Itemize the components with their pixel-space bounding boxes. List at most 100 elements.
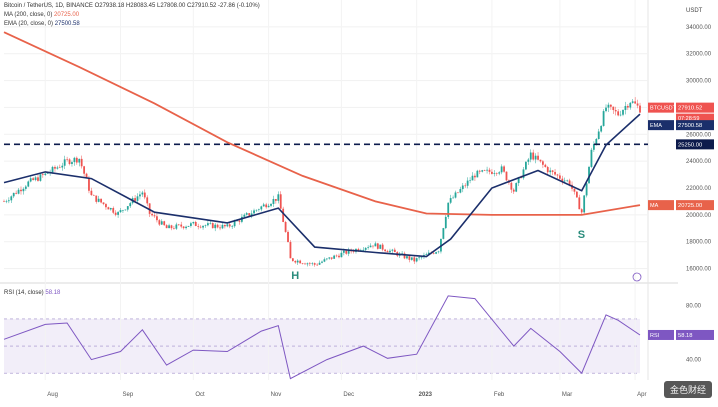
candle-body <box>97 198 100 202</box>
candle-body <box>386 251 389 253</box>
candle-body <box>342 250 345 253</box>
candle-body <box>117 212 119 215</box>
candle-body <box>612 106 615 111</box>
candle-body <box>15 192 18 194</box>
candle-body <box>573 188 576 192</box>
candle-body <box>459 189 462 193</box>
candle-body <box>614 110 617 112</box>
candle-body <box>568 180 571 185</box>
ema-value-box <box>676 120 714 131</box>
candle-body <box>478 170 481 172</box>
candle-body <box>185 226 187 229</box>
candle-body <box>270 203 272 206</box>
y-tick-label: 26000.00 <box>686 132 712 138</box>
candle-body <box>233 221 236 227</box>
candle-body <box>296 260 299 263</box>
candle-body <box>143 192 146 198</box>
ohlc-values: O27938.18 H28083.45 L27808.00 C27910.52 … <box>94 3 260 9</box>
candle-body <box>272 199 275 204</box>
chart-legend-title: Bitcoin / TetherUS, 1D, BINANCE O27938.1… <box>4 3 260 9</box>
ma-tag <box>648 200 674 211</box>
ema-legend-label: EMA (20, close, 0) <box>4 21 54 27</box>
candle-body <box>105 204 107 208</box>
candle-body <box>294 260 297 263</box>
candle-body <box>291 258 294 261</box>
y-tick-label: 30000.00 <box>686 79 712 85</box>
candle-body <box>274 199 277 201</box>
y-tick-label: 18000.00 <box>686 240 712 246</box>
candle-body <box>287 231 289 243</box>
candle-body <box>486 169 488 171</box>
candle-body <box>432 253 435 254</box>
candle-body <box>588 166 590 184</box>
candle-body <box>452 197 454 199</box>
candle-body <box>73 157 76 163</box>
candle-body <box>56 167 59 169</box>
candle-body <box>20 189 22 192</box>
candle-body <box>277 194 280 201</box>
candle-body <box>532 152 535 160</box>
candle-body <box>124 209 127 211</box>
candle-body <box>364 247 367 250</box>
candle-body <box>546 167 549 173</box>
ma-legend: MA (200, close, 0) 20725.00 <box>4 12 79 18</box>
candle-body <box>173 228 175 229</box>
candle-body <box>410 257 413 260</box>
ema-tag <box>648 120 674 131</box>
candle-body <box>34 177 37 181</box>
y-tick-label: 24000.00 <box>686 159 712 165</box>
candle-body <box>444 216 447 229</box>
candle-body <box>495 173 498 174</box>
candle-body <box>5 201 8 202</box>
rsi-value-box <box>676 329 714 340</box>
candle-body <box>136 196 139 201</box>
x-tick-label: 2023 <box>419 392 433 398</box>
candle-body <box>534 155 537 160</box>
alert-icon <box>632 272 642 282</box>
candle-body <box>85 173 88 179</box>
candle-body <box>7 200 10 202</box>
candle-body <box>505 171 508 181</box>
candle-body <box>389 250 391 253</box>
x-tick-label: Dec <box>343 392 354 398</box>
candle-body <box>158 220 161 225</box>
candle-body <box>449 198 452 203</box>
candle-body <box>362 249 365 251</box>
candle-body <box>214 224 217 229</box>
candle-body <box>148 203 151 214</box>
candle-body <box>163 221 166 226</box>
candle-body <box>146 197 149 204</box>
y-tick-label: 22000.00 <box>686 186 712 192</box>
candle-body <box>529 152 532 160</box>
candle-body <box>12 192 15 197</box>
y-tick-label: 16000.00 <box>686 267 712 273</box>
candle-body <box>605 107 607 112</box>
candle-body <box>221 224 224 229</box>
candle-body <box>54 166 56 169</box>
candle-body <box>403 253 406 259</box>
candle-body <box>527 159 530 162</box>
candle-body <box>207 223 209 226</box>
candle-body <box>461 185 464 190</box>
candle-body <box>141 192 144 195</box>
rsi-tick-label: 40.00 <box>686 358 702 364</box>
candle-body <box>204 225 207 226</box>
ma-legend-value: 20725.00 <box>54 12 80 18</box>
candle-body <box>629 102 632 108</box>
y-tick-label: 34000.00 <box>686 25 712 31</box>
candle-body <box>592 144 595 150</box>
candle-body <box>578 197 581 210</box>
candle-body <box>83 166 86 174</box>
ma-value: 20725.00 <box>678 203 702 209</box>
x-tick-label: Nov <box>271 392 282 398</box>
candle-body <box>257 209 260 210</box>
candle-body <box>566 180 569 182</box>
candle-body <box>209 223 212 224</box>
candle-body <box>248 213 251 216</box>
candle-body <box>39 174 42 181</box>
candle-body <box>37 177 39 181</box>
candle-body <box>498 172 501 174</box>
candle-body <box>46 173 49 175</box>
candle-body <box>561 178 564 182</box>
candle-body <box>63 159 66 166</box>
